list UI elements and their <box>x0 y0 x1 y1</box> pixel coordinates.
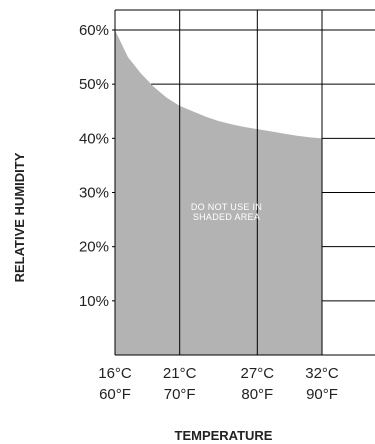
y-axis-title: RELATIVE HUMIDITY <box>12 152 27 282</box>
x-tick-label-celsius-3: 32°C <box>305 365 339 382</box>
x-tick-label-fahrenheit-3: 90°F <box>306 386 338 403</box>
x-tick-label-fahrenheit-1: 70°F <box>164 386 196 403</box>
y-tick-label-3: 40% <box>79 130 109 147</box>
x-tick-label-celsius-2: 27°C <box>241 365 275 382</box>
y-tick-label-2: 30% <box>79 185 109 202</box>
x-tick-label-celsius-0: 16°C <box>98 365 132 382</box>
shaded-area-annotation-line-0: DO NOT USE IN <box>191 202 262 212</box>
shaded-area <box>115 30 322 355</box>
x-tick-label-celsius-1: 21°C <box>163 365 197 382</box>
plot-area <box>112 9 375 356</box>
shaded-area-annotation-line-1: SHADED AREA <box>193 212 260 222</box>
y-tick-label-4: 50% <box>79 76 109 93</box>
y-tick-label-5: 60% <box>79 22 109 39</box>
axis-labels: 10% 20% 30% 40% 50% 60% 16°C 60°F 21°C 70°F 27°C 80… <box>12 22 339 443</box>
x-tick-label-fahrenheit-2: 80°F <box>241 386 273 403</box>
x-tick-label-fahrenheit-0: 60°F <box>99 386 131 403</box>
y-tick-label-1: 20% <box>79 239 109 256</box>
x-axis-title: TEMPERATURE <box>175 428 273 443</box>
y-tick-label-0: 10% <box>79 293 109 310</box>
